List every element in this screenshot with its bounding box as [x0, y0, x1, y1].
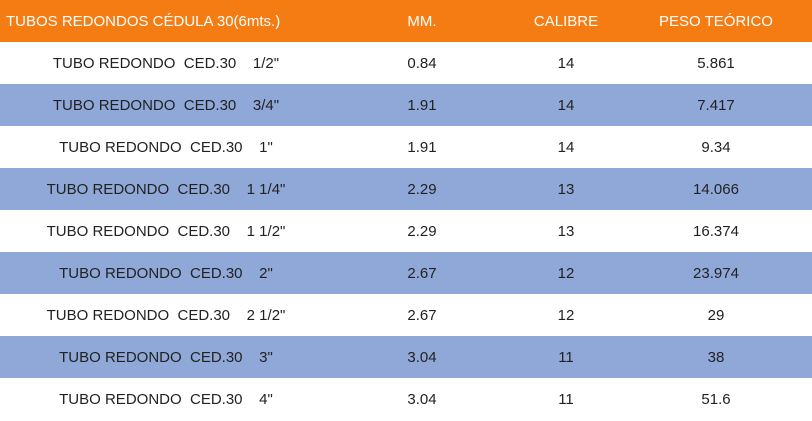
table-row: TUBO REDONDO CED.30 2" 2.67 12 23.974 [0, 252, 812, 294]
cell-description: TUBO REDONDO CED.30 1/2" [52, 54, 280, 72]
cell-calibre: 12 [557, 264, 575, 282]
table-row: TUBO REDONDO CED.30 3" 3.04 11 38 [0, 336, 812, 378]
cell-description: TUBO REDONDO CED.30 2 1/2" [46, 306, 286, 324]
table-header-row: TUBOS REDONDOS CÉDULA 30(6mts.) MM. CALI… [0, 0, 812, 42]
cell-calibre: 12 [557, 306, 575, 324]
table-row: TUBO REDONDO CED.30 4" 3.04 11 51.6 [0, 378, 812, 420]
cell-peso-teorico: 9.34 [701, 138, 731, 156]
header-calibre: CALIBRE [533, 12, 599, 30]
cell-peso-teorico: 16.374 [693, 222, 739, 240]
cell-description: TUBO REDONDO CED.30 2" [59, 264, 273, 282]
cell-calibre: 13 [557, 222, 575, 240]
cell-peso-teorico: 7.417 [697, 96, 735, 114]
cell-peso-teorico: 14.066 [693, 180, 739, 198]
header-description: TUBOS REDONDOS CÉDULA 30(6mts.) [6, 12, 281, 30]
table-row: TUBO REDONDO CED.30 3/4" 1.91 14 7.417 [0, 84, 812, 126]
cell-mm: 2.29 [407, 222, 437, 240]
table-row: TUBO REDONDO CED.30 1 1/2" 2.29 13 16.374 [0, 210, 812, 252]
cell-mm: 1.91 [407, 138, 437, 156]
cell-peso-teorico: 23.974 [693, 264, 739, 282]
cell-calibre: 14 [557, 54, 575, 72]
header-mm: MM. [407, 12, 437, 30]
cell-mm: 2.67 [407, 306, 437, 324]
cell-description: TUBO REDONDO CED.30 3" [59, 348, 273, 366]
cell-description: TUBO REDONDO CED.30 1" [59, 138, 273, 156]
cell-mm: 3.04 [407, 348, 437, 366]
table-row: TUBO REDONDO CED.30 1" 1.91 14 9.34 [0, 126, 812, 168]
cell-mm: 2.29 [407, 180, 437, 198]
cell-calibre: 11 [558, 348, 574, 366]
cell-peso-teorico: 29 [707, 306, 725, 324]
cell-description: TUBO REDONDO CED.30 1 1/2" [46, 222, 286, 240]
table-row: TUBO REDONDO CED.30 2 1/2" 2.67 12 29 [0, 294, 812, 336]
table-row: TUBO REDONDO CED.30 1/2" 0.84 14 5.861 [0, 42, 812, 84]
cell-mm: 2.67 [407, 264, 437, 282]
cell-peso-teorico: 38 [707, 348, 725, 366]
cell-calibre: 14 [557, 96, 575, 114]
cell-description: TUBO REDONDO CED.30 3/4" [52, 96, 280, 114]
cell-description: TUBO REDONDO CED.30 4" [59, 390, 273, 408]
cell-calibre: 13 [557, 180, 575, 198]
cell-peso-teorico: 51.6 [701, 390, 731, 408]
cell-description: TUBO REDONDO CED.30 1 1/4" [46, 180, 286, 198]
cell-mm: 1.91 [407, 96, 437, 114]
cell-mm: 3.04 [407, 390, 437, 408]
cell-calibre: 11 [558, 390, 574, 408]
cell-calibre: 14 [557, 138, 575, 156]
cell-peso-teorico: 5.861 [697, 54, 735, 72]
cell-mm: 0.84 [407, 54, 437, 72]
table-row: TUBO REDONDO CED.30 1 1/4" 2.29 13 14.066 [0, 168, 812, 210]
header-peso-teorico: PESO TEÓRICO [659, 12, 773, 30]
